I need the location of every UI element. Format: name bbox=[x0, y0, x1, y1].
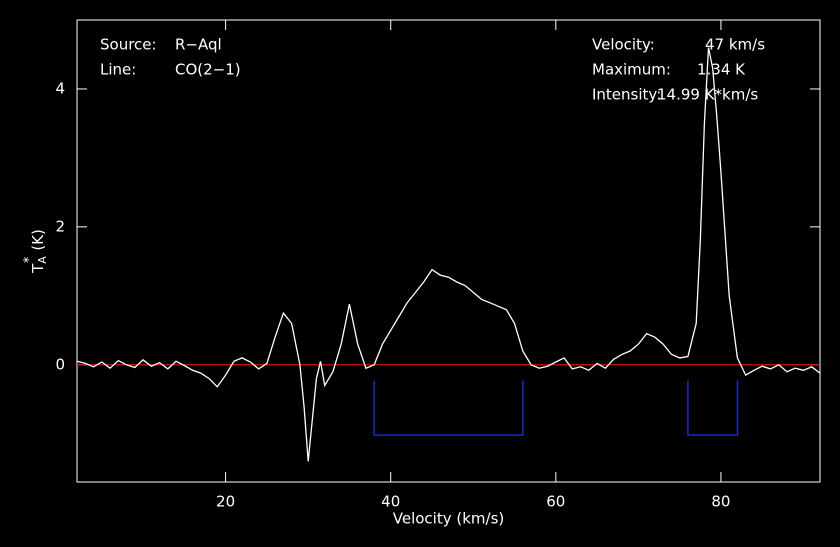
x-tick-label: 80 bbox=[711, 493, 730, 511]
window bbox=[373, 380, 524, 436]
annotation-value: CO(2−1) bbox=[175, 61, 241, 79]
spectrum-line bbox=[76, 47, 821, 462]
y-axis-label: TA* (K) bbox=[22, 229, 50, 274]
annotation-label: Maximum: bbox=[592, 61, 671, 79]
x-tick-label: 20 bbox=[216, 493, 235, 511]
y-label-unit: (K) bbox=[29, 229, 47, 251]
annotation-label: Intensity: bbox=[592, 86, 661, 104]
y-tick-label: 0 bbox=[55, 355, 65, 373]
y-label-sub: A bbox=[36, 256, 49, 264]
frame bbox=[76, 19, 821, 483]
y-label-base: T bbox=[29, 263, 47, 274]
x-tick-label: 40 bbox=[381, 493, 400, 511]
annotation-value: 14.99 K*km/s bbox=[657, 86, 758, 104]
annotation-label: Source: bbox=[100, 36, 157, 54]
x-tick-label: 60 bbox=[546, 493, 565, 511]
y-tick-label: 4 bbox=[55, 79, 65, 97]
annotation-value: R−Aql bbox=[175, 36, 222, 54]
y-tick-label: 2 bbox=[55, 217, 65, 235]
annotation-label: Line: bbox=[100, 61, 136, 79]
annotation-label: Velocity: bbox=[592, 36, 655, 54]
y-label-sup: * bbox=[22, 256, 37, 263]
annotation-value: 1.34 K bbox=[697, 61, 746, 79]
x-axis-label: Velocity (km/s) bbox=[393, 510, 504, 528]
window bbox=[687, 380, 739, 436]
annotation-value: 47 km/s bbox=[705, 36, 765, 54]
